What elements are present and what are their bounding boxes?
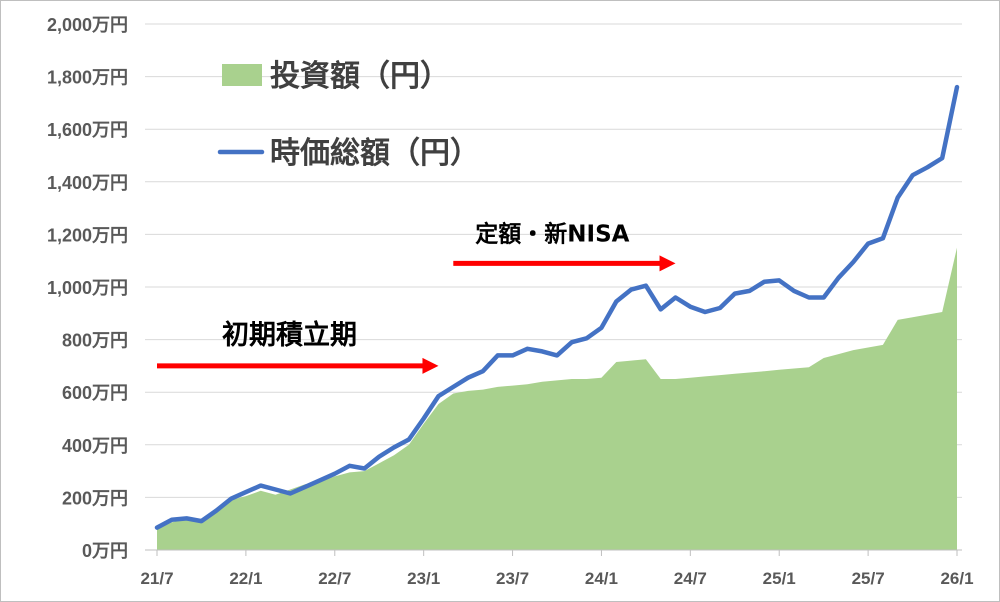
y-tick-label: 1,000万円 xyxy=(47,278,128,298)
x-tick-label: 24/7 xyxy=(674,569,707,588)
y-tick-label: 1,800万円 xyxy=(47,68,128,88)
area-series-investment xyxy=(157,247,957,550)
y-tick-label: 200万円 xyxy=(62,488,128,508)
y-tick-label: 0万円 xyxy=(82,541,128,561)
x-tick-label: 21/7 xyxy=(140,569,173,588)
y-tick-label: 1,400万円 xyxy=(47,173,128,193)
plot-area xyxy=(157,247,957,550)
x-tick-label: 25/1 xyxy=(763,569,796,588)
annotation-label: 定額・新NISA xyxy=(475,220,629,247)
legend-label-market-value: 時価総額（円） xyxy=(270,136,480,171)
x-tick-label: 24/1 xyxy=(585,569,618,588)
y-tick-label: 1,600万円 xyxy=(47,120,128,140)
annotation-arrow-head xyxy=(659,255,676,272)
axes: 0万円 200万円 400万円 600万円 800万円 1,000万円 1,200万円 1,4… xyxy=(47,15,974,588)
x-tick-label: 25/7 xyxy=(852,569,885,588)
x-tick-label: 22/7 xyxy=(318,569,351,588)
line-series xyxy=(154,84,960,530)
x-tick-label: 23/7 xyxy=(496,569,529,588)
legend-swatch-investment xyxy=(222,64,262,86)
x-tick-label: 26/1 xyxy=(940,569,973,588)
y-tick-label: 2,000万円 xyxy=(47,15,128,35)
annotation-arrow-head xyxy=(422,357,439,374)
y-tick-label: 600万円 xyxy=(62,383,128,403)
legend: 投資額（円） 時価総額（円） xyxy=(217,59,480,171)
x-tick-label: 22/1 xyxy=(229,569,262,588)
annotations: 初期積立期 定額・新NISA xyxy=(157,220,676,374)
y-tick-label: 400万円 xyxy=(62,436,128,456)
legend-label-investment: 投資額（円） xyxy=(270,59,450,94)
y-tick-label: 1,200万円 xyxy=(47,225,128,245)
x-tick-label: 23/1 xyxy=(407,569,440,588)
line-series-market-value xyxy=(154,84,960,530)
annotation-label: 初期積立期 xyxy=(222,319,357,351)
y-tick-label: 800万円 xyxy=(62,331,128,351)
